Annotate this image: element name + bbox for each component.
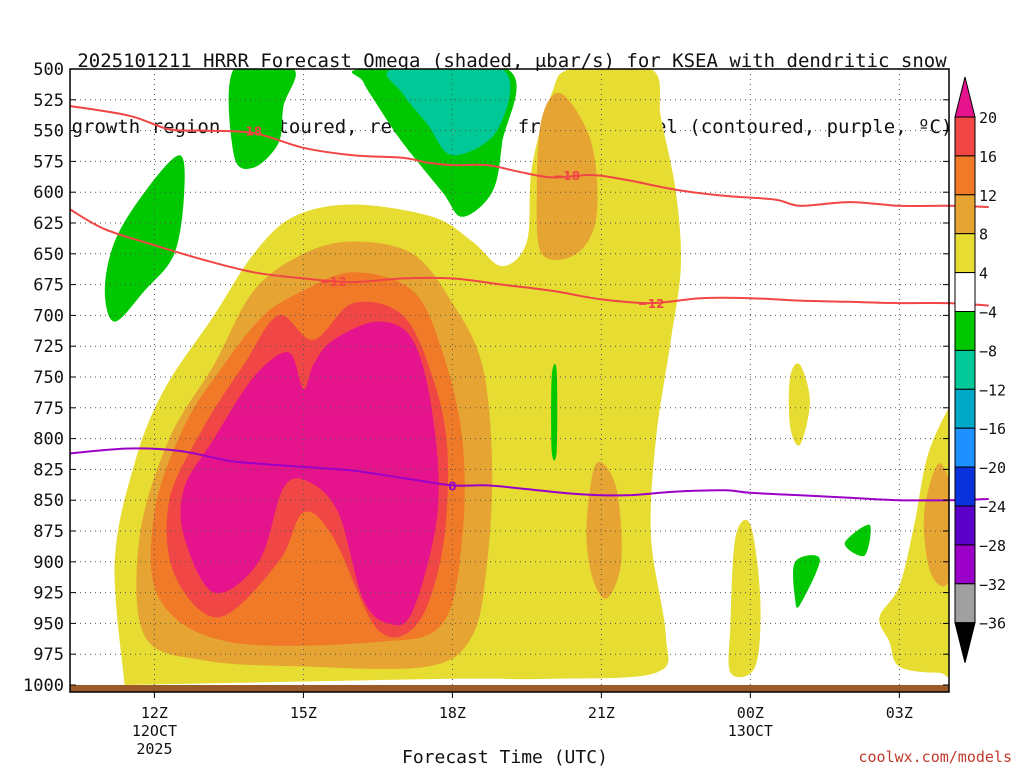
- x-tick-sublabel-12Z-0: 12OCT: [132, 722, 177, 740]
- negative-omega-region-4: [551, 363, 558, 461]
- axes-layer: 500 525 550 575 600 625 650 675 700 725 750 775 800 8…: [23, 60, 950, 758]
- y-tick-label-650: 650: [33, 245, 64, 265]
- colorbar-box-1: [954, 155, 976, 196]
- negative-omega-region-6: [844, 524, 871, 557]
- contour-layer: −18 −18 −12 −12 0: [69, 105, 989, 502]
- colorbar-box-8: [954, 427, 976, 468]
- colorbar-label-11: −28: [979, 537, 1006, 555]
- negative-omega-region-5: [793, 555, 820, 608]
- colorbar-label-9: −20: [979, 459, 1006, 477]
- y-tick-label-600: 600: [33, 183, 64, 203]
- colorbar-top-triangle: [954, 76, 976, 118]
- x-tick-label-12Z: 12Z: [141, 704, 168, 722]
- omega-fill-layer: [104, 69, 949, 685]
- y-tick-label-775: 775: [33, 399, 64, 419]
- colorbar-label-6: −8: [979, 342, 997, 360]
- negative-omega-region-0: [228, 69, 296, 169]
- contour-label--18-0: −18: [235, 125, 262, 139]
- colorbar-label-13: −36: [979, 615, 1006, 633]
- contour-line--18: [69, 105, 989, 208]
- x-tick-label-00Z: 00Z: [737, 704, 764, 722]
- y-tick-label-725: 725: [33, 337, 64, 357]
- y-tick-label-900: 900: [33, 553, 64, 573]
- y-tick-label-975: 975: [33, 645, 64, 665]
- title-line-1: 2025101211 HRRR Forecast Omega (shaded, …: [77, 50, 947, 72]
- omega-region-7: [923, 463, 949, 587]
- colorbar-label-8: −16: [979, 420, 1006, 438]
- omega-region-10: [180, 321, 439, 626]
- x-axis-title: Forecast Time (UTC): [402, 747, 608, 768]
- contour-line-0: [69, 447, 989, 502]
- credit-text[interactable]: coolwx.com/models: [858, 748, 1012, 766]
- contour-label--18-1: −18: [553, 169, 580, 183]
- y-tick-label-850: 850: [33, 491, 64, 511]
- colorbar-label-1: 16: [979, 148, 997, 166]
- contour-line--12: [69, 208, 989, 307]
- y-tick-label-1000: 1000: [23, 676, 64, 696]
- y-tick-label-625: 625: [33, 214, 64, 234]
- y-tick-label-800: 800: [33, 430, 64, 450]
- y-tick-label-675: 675: [33, 276, 64, 296]
- x-tick-label-18Z: 18Z: [439, 704, 466, 722]
- colorbar-box-10: [954, 505, 976, 546]
- y-tick-label-700: 700: [33, 306, 64, 326]
- omega-region-2: [788, 363, 810, 446]
- ground-band: [70, 685, 949, 692]
- contour-label--12-0: −12: [320, 275, 347, 289]
- omega-region-3: [879, 407, 949, 679]
- colorbar-bottom-triangle: [954, 622, 976, 663]
- colorbar-box-6: [954, 349, 976, 390]
- colorbar-box-9: [954, 466, 976, 507]
- y-tick-label-925: 925: [33, 584, 64, 604]
- negative-omega-region-2: [386, 69, 511, 156]
- colorbar-label-12: −32: [979, 576, 1006, 594]
- contour-label--12-1: −12: [638, 297, 665, 311]
- colorbar-box-0: [954, 116, 976, 157]
- x-tick-label-03Z: 03Z: [886, 704, 913, 722]
- colorbar-label-5: −4: [979, 304, 997, 322]
- negative-omega-region-3: [104, 155, 185, 322]
- colorbar-box-12: [954, 583, 976, 624]
- plot-frame: [69, 68, 950, 693]
- colorbar-box-5: [954, 311, 976, 351]
- y-tick-label-550: 550: [33, 122, 64, 142]
- colorbar-layer: 20 16 12 8 4 −4 −8 −12 −16 −20 −24 −28 −32 −36: [954, 76, 1006, 663]
- x-tick-label-21Z: 21Z: [588, 704, 615, 722]
- colorbar-label-10: −24: [979, 498, 1006, 516]
- ground-layer: [70, 685, 949, 692]
- colorbar-box-3: [954, 233, 976, 274]
- colorbar-label-7: −12: [979, 381, 1006, 399]
- colorbar-label-2: 12: [979, 187, 997, 205]
- omega-region-1: [728, 519, 761, 678]
- colorbar-box-11: [954, 544, 976, 585]
- colorbar-label-0: 20: [979, 109, 997, 127]
- colorbar-box-2: [954, 194, 976, 235]
- y-tick-label-950: 950: [33, 614, 64, 634]
- y-tick-label-875: 875: [33, 522, 64, 542]
- colorbar-box-4: [954, 272, 976, 313]
- x-tick-sublabel-00Z-0: 13OCT: [728, 722, 773, 740]
- y-tick-label-825: 825: [33, 460, 64, 480]
- contour-label-0-0: 0: [448, 479, 456, 493]
- x-tick-label-15Z: 15Z: [290, 704, 317, 722]
- colorbar-box-7: [954, 388, 976, 429]
- y-tick-label-750: 750: [33, 368, 64, 388]
- x-tick-sublabel-12Z-1: 2025: [136, 740, 172, 758]
- y-tick-label-500: 500: [33, 60, 64, 80]
- colorbar-label-3: 8: [979, 226, 988, 244]
- y-tick-label-525: 525: [33, 91, 64, 111]
- y-tick-label-575: 575: [33, 152, 64, 172]
- colorbar-label-4: 4: [979, 265, 988, 283]
